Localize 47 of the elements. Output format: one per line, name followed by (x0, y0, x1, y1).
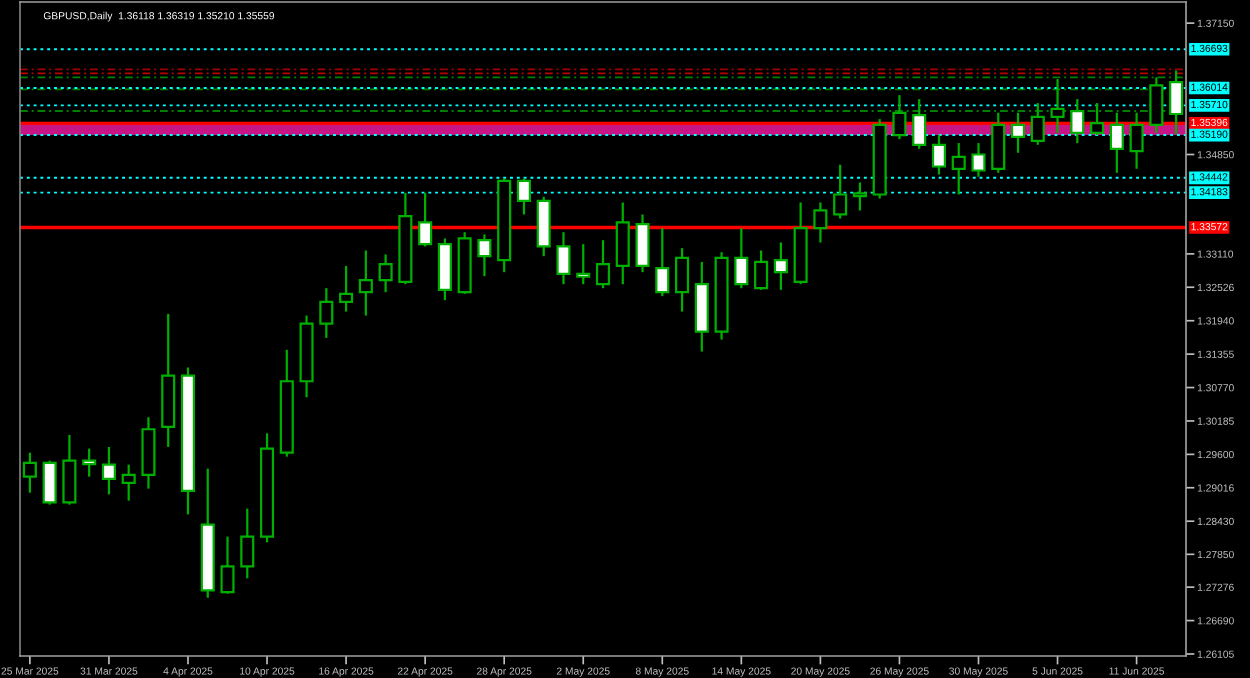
candlestick (1010, 111, 1026, 154)
candlestick (319, 287, 334, 339)
candlestick (516, 177, 531, 216)
candlestick (892, 93, 907, 141)
candlestick (754, 249, 769, 291)
candlestick (655, 227, 670, 298)
candlestick (1129, 111, 1144, 170)
candlestick (536, 195, 551, 258)
candlestick (1109, 111, 1124, 174)
candlestick (635, 213, 650, 274)
candlestick (556, 231, 571, 286)
candlestick (951, 141, 966, 196)
candlestick (418, 191, 433, 248)
candlestick (852, 181, 867, 212)
candlestick (595, 239, 611, 290)
candlestick (1149, 76, 1164, 134)
candlestick (1070, 97, 1085, 145)
candlestick (22, 451, 37, 494)
candlestick (615, 201, 630, 286)
candlestick (1090, 101, 1105, 137)
candlestick (991, 111, 1006, 174)
candlestick (220, 535, 235, 595)
candlestick (1169, 69, 1184, 136)
candlestick (1050, 78, 1065, 134)
candlestick (971, 141, 986, 178)
candlestick (378, 253, 393, 294)
candlestick (576, 243, 591, 286)
candlestick (240, 507, 255, 580)
candlestick (813, 201, 828, 244)
candlestick (339, 264, 354, 313)
candlestick (101, 445, 116, 496)
candlestick (141, 416, 156, 490)
candlestick (931, 133, 946, 176)
candlestick (833, 163, 848, 220)
candlestick (62, 433, 77, 506)
candlestick (912, 97, 927, 150)
candlestick (694, 260, 709, 353)
candlestick (477, 233, 492, 278)
candlestick (437, 237, 452, 302)
candlestick (1030, 101, 1045, 146)
candlestick (773, 241, 788, 291)
candlestick (82, 447, 97, 478)
candlestick (734, 227, 749, 290)
candlestick (121, 463, 136, 502)
candlestick (358, 249, 373, 317)
candlestick (42, 459, 57, 506)
candlestick (675, 247, 690, 313)
